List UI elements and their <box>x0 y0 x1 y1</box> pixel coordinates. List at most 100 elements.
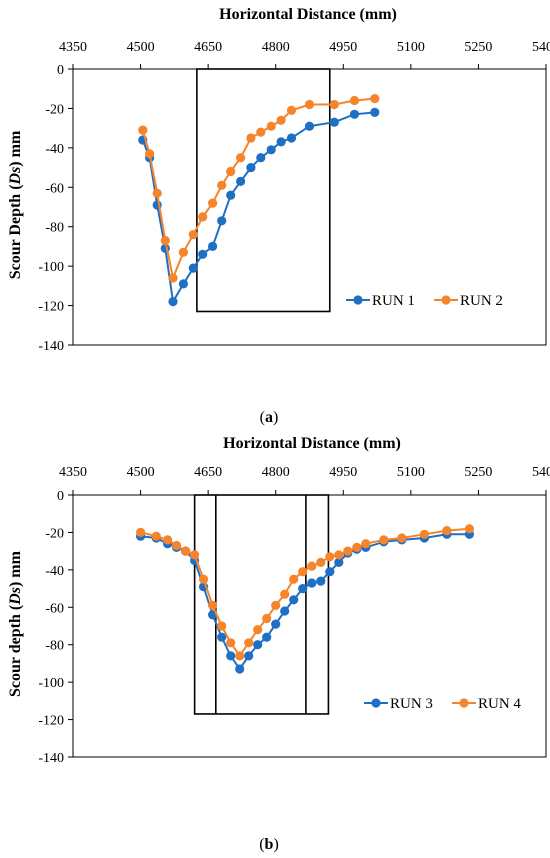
data-point-run-1 <box>349 109 360 119</box>
data-point-run-4 <box>361 539 371 549</box>
x-tick-label: 5250 <box>464 465 492 480</box>
data-point-run-4 <box>217 621 227 631</box>
data-point-run-2 <box>178 247 188 257</box>
y-tick-label: -140 <box>38 339 64 354</box>
legend-label: RUN 3 <box>390 696 433 712</box>
y-tick-label: -60 <box>45 601 64 616</box>
y-axis-label-a: Scour Depth (Ds) mm <box>7 130 24 279</box>
data-point-run-3 <box>316 576 326 586</box>
legend-marker <box>371 698 381 708</box>
data-point-run-1 <box>178 279 188 289</box>
y-tick-label: -120 <box>38 300 64 315</box>
pier-outline-rect <box>196 68 331 313</box>
data-point-run-3 <box>235 664 245 674</box>
data-point-run-4 <box>199 574 209 584</box>
data-point-run-2 <box>370 94 380 104</box>
data-point-run-2 <box>208 198 218 208</box>
data-point-run-3 <box>280 606 290 616</box>
data-point-run-3 <box>325 567 335 577</box>
data-point-run-4 <box>325 552 335 562</box>
data-point-run-2 <box>276 115 286 125</box>
data-point-run-4 <box>253 625 263 635</box>
y-tick-label: -20 <box>45 102 64 117</box>
data-point-run-4 <box>163 535 173 545</box>
x-tick-label: 4650 <box>194 465 222 480</box>
data-point-run-2 <box>188 230 198 240</box>
data-point-run-2 <box>286 105 297 115</box>
data-point-run-1 <box>217 216 227 226</box>
y-tick-label: -40 <box>45 564 64 579</box>
series-line-run-3 <box>140 533 470 671</box>
x-tick-label: 4800 <box>262 465 290 480</box>
data-point-run-1 <box>198 249 208 259</box>
y-tick-label: 0 <box>57 489 64 504</box>
data-point-run-4 <box>136 527 146 538</box>
data-point-run-3 <box>298 584 308 594</box>
data-point-run-3 <box>262 632 272 642</box>
data-point-run-2 <box>138 125 148 135</box>
data-point-run-1 <box>276 137 286 147</box>
legend-marker <box>459 698 469 708</box>
data-point-run-4 <box>280 589 290 599</box>
y-tick-label: -120 <box>38 714 64 729</box>
panel-label-b: (b) <box>259 836 279 853</box>
data-point-run-4 <box>262 613 272 624</box>
x-tick-label: 4350 <box>59 40 87 55</box>
x-axis-label-b: Horizontal Distance (mm) <box>223 435 401 452</box>
data-point-run-3 <box>334 557 344 568</box>
x-tick-label: 4500 <box>127 40 155 55</box>
y-tick-label: -60 <box>45 181 64 196</box>
legend-label: RUN 1 <box>372 293 415 309</box>
legend-marker <box>441 295 451 305</box>
pier-outline-box-a <box>196 68 331 313</box>
data-point-run-4 <box>334 550 344 560</box>
data-point-run-4 <box>442 526 452 536</box>
data-point-run-3 <box>253 640 263 650</box>
data-point-run-2 <box>217 180 227 190</box>
data-point-run-2 <box>168 273 178 283</box>
data-point-run-4 <box>397 533 407 543</box>
data-point-run-4 <box>172 540 182 551</box>
data-point-run-2 <box>226 166 236 177</box>
data-point-run-3 <box>217 632 227 642</box>
data-point-run-4 <box>235 651 245 661</box>
series-line-run-2 <box>141 97 375 282</box>
legend-label: RUN 4 <box>478 696 521 712</box>
y-axis-label-b: Scour depth (Ds) mm <box>7 550 24 697</box>
x-tick-label: 4650 <box>194 40 222 55</box>
data-point-run-4 <box>226 638 236 648</box>
y-tick-label: -100 <box>38 676 64 691</box>
legend-marker <box>353 295 363 305</box>
data-point-run-4 <box>151 531 161 541</box>
data-point-run-4 <box>379 535 389 545</box>
data-point-run-4 <box>316 557 326 568</box>
y-tick-label: -100 <box>38 260 64 275</box>
data-point-run-2 <box>256 127 266 137</box>
series-group-a <box>138 94 380 307</box>
y-tick-label: -80 <box>45 221 64 236</box>
x-tick-label: 4350 <box>59 465 87 480</box>
chart-panel-a: Horizontal Distance (mm) Scour Depth (Ds… <box>7 6 550 426</box>
data-point-run-1 <box>246 163 256 173</box>
data-point-run-1 <box>188 263 198 273</box>
x-tick-label: 4950 <box>329 40 357 55</box>
data-point-run-1 <box>286 133 297 143</box>
series-group-b <box>136 524 474 674</box>
data-point-run-4 <box>352 542 362 553</box>
data-point-run-4 <box>464 524 474 534</box>
data-point-run-2 <box>145 149 155 159</box>
legend-b: RUN 3 RUN 4 <box>364 696 521 712</box>
data-point-run-3 <box>307 578 317 588</box>
panel-label-a: (a) <box>260 409 279 426</box>
x-tick-label: 4500 <box>127 465 155 480</box>
y-tick-label: -20 <box>45 526 64 541</box>
data-point-run-3 <box>244 651 254 661</box>
data-point-run-3 <box>289 595 299 605</box>
data-point-run-4 <box>208 600 218 611</box>
series-line-run-1 <box>141 111 375 305</box>
x-tick-label: 5100 <box>397 40 425 55</box>
data-point-run-2 <box>152 188 162 198</box>
